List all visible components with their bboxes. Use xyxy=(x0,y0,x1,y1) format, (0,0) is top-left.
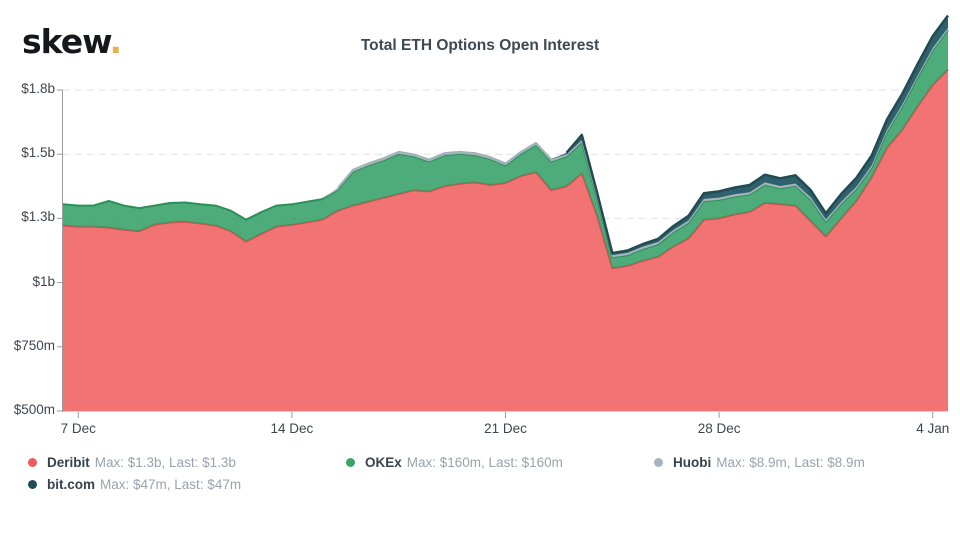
y-axis-label: $750m xyxy=(13,337,55,353)
y-axis-label: $1b xyxy=(32,273,55,289)
skew-logo-dot: . xyxy=(109,22,122,61)
y-axis-label: $500m xyxy=(13,402,55,417)
x-axis-label: 7 Dec xyxy=(60,421,96,436)
area-okex[interactable] xyxy=(63,29,948,269)
legend-series-detail: Max: $1.3b, Last: $1.3b xyxy=(94,455,236,470)
legend-series-detail: Max: $47m, Last: $47m xyxy=(100,477,242,492)
legend-item-bit-com[interactable]: bit.com Max: $47m, Last: $47m xyxy=(20,477,338,492)
legend-series-name: OKEx xyxy=(365,455,402,470)
x-axis-label: 4 Jan xyxy=(916,421,950,436)
legend-series-detail: Max: $8.9m, Last: $8.9m xyxy=(716,455,865,470)
x-axis-label: 21 Dec xyxy=(484,421,527,436)
stacked-area-chart[interactable] xyxy=(0,0,960,460)
x-axis-label: 14 Dec xyxy=(270,421,314,436)
legend-item-huobi[interactable]: Huobi Max: $8.9m, Last: $8.9m xyxy=(646,455,950,470)
y-axis-label: $1.8b xyxy=(21,81,55,96)
area-deribit[interactable] xyxy=(63,69,948,412)
area-bit-com[interactable] xyxy=(63,15,948,256)
legend-item-okex[interactable]: OKEx Max: $160m, Last: $160m xyxy=(338,455,646,470)
chart-legend: Deribit Max: $1.3b, Last: $1.3b OKEx Max: $… xyxy=(20,455,950,492)
legend-item-deribit[interactable]: Deribit Max: $1.3b, Last: $1.3b xyxy=(20,455,338,470)
chart-title: Total ETH Options Open Interest xyxy=(360,37,600,54)
legend-dot-icon xyxy=(28,480,37,489)
y-axis-label: $1.5b xyxy=(21,145,55,161)
legend-dot-icon xyxy=(654,458,663,467)
skew-logo-text: skew xyxy=(22,22,110,61)
legend-series-name: bit.com xyxy=(47,477,96,492)
x-axis-label: 28 Dec xyxy=(697,421,741,436)
area-line-bit-com xyxy=(565,14,950,255)
legend-dot-icon xyxy=(346,458,355,467)
y-axis-label: $1.3b xyxy=(21,209,55,225)
skew-logo: skew. xyxy=(22,22,122,61)
legend-series-name: Huobi xyxy=(673,455,712,470)
legend-series-name: Deribit xyxy=(47,455,90,470)
legend-series-detail: Max: $160m, Last: $160m xyxy=(406,455,563,470)
legend-dot-icon xyxy=(28,458,37,467)
